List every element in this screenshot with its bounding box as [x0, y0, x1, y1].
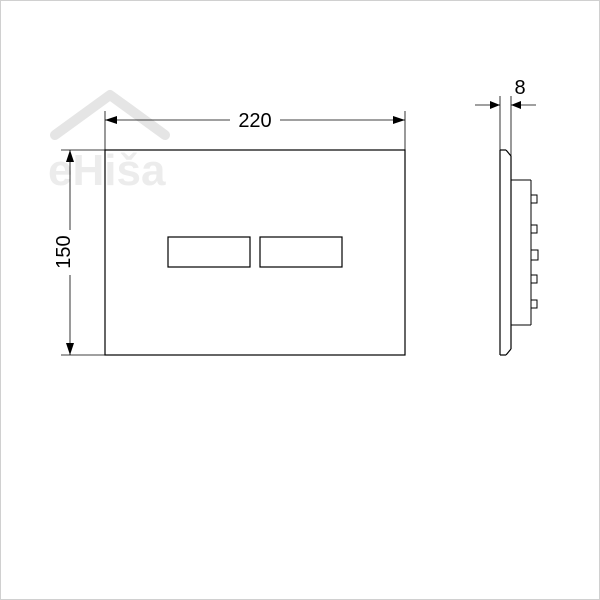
image-border [0, 0, 600, 600]
